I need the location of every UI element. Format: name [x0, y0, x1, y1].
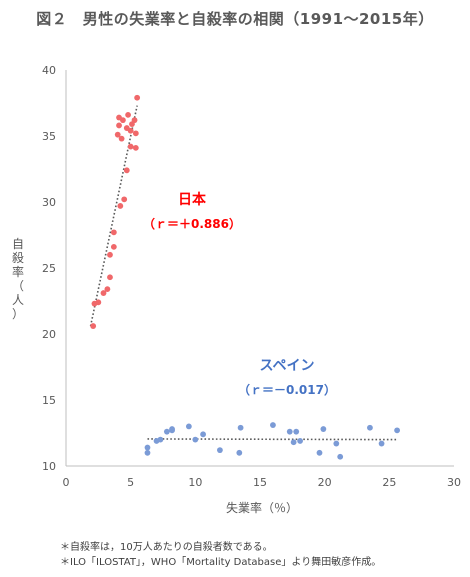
data-point [100, 290, 107, 296]
data-point [132, 130, 139, 137]
data-points [90, 94, 400, 460]
data-point [110, 229, 117, 236]
axes: 10 15 20 25 30 35 40 0 5 10 15 20 25 30 自殺率（人） [12, 64, 461, 489]
data-point [297, 438, 303, 444]
x-tick-label: 25 [382, 476, 396, 489]
data-point [185, 423, 192, 430]
y-tick-label: 20 [42, 328, 56, 341]
correlation-label: （ｒ＝＋0.886） [143, 216, 241, 231]
footnote-definition: ＊自殺率は，10万人あたりの自殺者数である。 [60, 542, 273, 553]
data-point [394, 427, 400, 434]
data-point [144, 444, 151, 451]
x-tick-label: 10 [188, 476, 202, 489]
x-tick-label: 15 [253, 476, 267, 489]
data-point [293, 428, 300, 435]
series-labels: 日本 （ｒ＝＋0.886） スペイン （ｒ＝－0.017） [143, 191, 336, 397]
data-point [110, 243, 117, 250]
data-point [236, 449, 243, 456]
y-tick-label: 40 [42, 64, 56, 77]
correlation-label: （ｒ＝－0.017） [238, 382, 336, 397]
data-point [131, 117, 138, 124]
data-point [125, 111, 131, 118]
data-point [367, 424, 373, 431]
data-point [90, 323, 97, 329]
data-point [192, 436, 199, 443]
data-point [169, 426, 175, 432]
data-point [127, 143, 134, 150]
data-point [134, 94, 141, 101]
trendline-0 [89, 105, 138, 327]
data-point [320, 426, 327, 432]
y-tick-label: 30 [42, 196, 56, 209]
scatter-plot: 10 15 20 25 30 35 40 0 5 10 15 20 25 30 自殺率（人） 日本 （ｒ＝＋0… [12, 64, 461, 515]
y-tick-label: 10 [42, 460, 56, 473]
data-point [378, 440, 385, 447]
x-tick-label: 30 [447, 476, 461, 489]
data-point [237, 424, 244, 431]
data-point [316, 449, 323, 456]
data-point [144, 449, 151, 456]
x-tick-label: 20 [318, 476, 332, 489]
data-point [127, 127, 134, 134]
x-tick-label: 0 [63, 476, 70, 489]
data-point [118, 135, 125, 142]
y-tick-label: 15 [42, 394, 56, 407]
data-point [117, 203, 124, 209]
series-name-label: スペイン [259, 358, 314, 374]
data-point [95, 299, 102, 306]
footnote-source: ＊ILO「ILOSTAT」，WHO「Mortality Database」より舞… [60, 557, 382, 568]
data-point [114, 131, 121, 138]
data-point [290, 439, 297, 446]
data-point [107, 251, 113, 258]
data-point [104, 286, 111, 293]
chart-title: 図２ 男性の失業率と自殺率の相関（1991～2015年） [36, 10, 434, 28]
data-point [333, 440, 340, 447]
trendlines [89, 105, 398, 441]
data-point [286, 428, 293, 435]
y-tick-label: 25 [42, 262, 56, 275]
data-point [217, 447, 223, 454]
data-point [120, 117, 126, 124]
data-point [270, 422, 276, 428]
data-point [337, 453, 344, 460]
y-tick-label: 35 [42, 130, 56, 143]
series-name-label: 日本 [178, 191, 207, 208]
data-point [200, 431, 206, 438]
data-point [107, 274, 113, 281]
trendline-1 [147, 438, 398, 441]
y-axis-title: 自殺率（人） [12, 237, 24, 321]
x-tick-label: 5 [127, 476, 134, 489]
footnotes: ＊自殺率は，10万人あたりの自殺者数である。 ＊ILO「ILOSTAT」，WHO… [60, 540, 381, 570]
data-point [123, 167, 130, 174]
data-point [132, 144, 139, 151]
data-point [116, 122, 122, 129]
data-point [121, 196, 128, 203]
data-point [163, 428, 170, 435]
data-point [157, 436, 164, 443]
x-axis-title: 失業率（％） [226, 500, 298, 515]
